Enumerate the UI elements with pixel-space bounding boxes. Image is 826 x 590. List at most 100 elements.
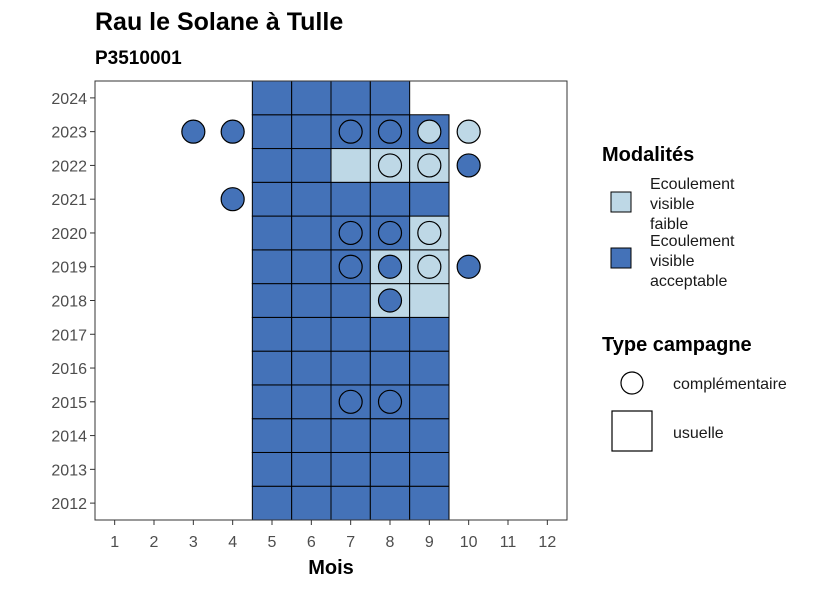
- tile-2015-9: [409, 384, 450, 420]
- tile-2018-9: [409, 283, 450, 318]
- y-tick-label-2017: 2017: [51, 327, 87, 344]
- x-axis-label: Mois: [308, 557, 354, 579]
- y-tick-label-2018: 2018: [51, 294, 87, 311]
- y-tick-label-2012: 2012: [51, 496, 87, 513]
- point-2020-7: [338, 220, 363, 246]
- tile-2016-9: [409, 350, 450, 386]
- legend-modalites: Modalités Ecoulement visible faible Ecou…: [602, 144, 739, 290]
- y-tick-label-2015: 2015: [51, 395, 87, 412]
- y-tick-label-2016: 2016: [51, 361, 87, 378]
- tile-2021-9: [409, 181, 450, 217]
- legend-label-acceptable-line3: acceptable: [650, 273, 727, 290]
- x-tick-label-2: 2: [150, 534, 159, 551]
- tile-2020-5: [251, 215, 293, 251]
- tile-2021-8: [369, 181, 411, 217]
- point-2023-8: [377, 119, 403, 144]
- point-2023-10: [456, 119, 481, 144]
- y-tick-label-2020: 2020: [51, 226, 87, 243]
- tile-2016-5: [251, 350, 293, 386]
- legend-label-faible-line2: visible: [650, 196, 695, 213]
- point-2018-8: [377, 288, 403, 313]
- tile-2015-6: [291, 384, 332, 420]
- y-tick-label-2019: 2019: [51, 260, 87, 277]
- tile-2014-9: [409, 418, 450, 453]
- tile-2015-5: [251, 384, 293, 420]
- point-2019-7: [338, 254, 363, 279]
- tile-2018-7: [330, 283, 371, 318]
- tile-2018-6: [291, 283, 332, 318]
- tile-2017-5: [251, 316, 293, 352]
- tile-2019-5: [251, 249, 293, 285]
- x-tick-label-1: 1: [110, 534, 119, 551]
- legend-label-faible-line1: Ecoulement: [650, 176, 735, 193]
- tile-2017-9: [409, 316, 450, 352]
- y-tick-label-2013: 2013: [51, 462, 87, 479]
- point-2019-9: [417, 254, 442, 279]
- legend-label-complementaire: complémentaire: [673, 376, 787, 393]
- tile-2012-8: [369, 485, 411, 521]
- tile-2016-8: [369, 350, 411, 386]
- usuelle-tiles: [251, 80, 450, 521]
- y-tick-label-2022: 2022: [51, 158, 87, 175]
- tile-2014-7: [330, 418, 371, 453]
- tile-2024-7: [330, 80, 371, 116]
- tile-2012-7: [330, 485, 371, 521]
- legend-type-campagne: Type campagne complémentaire usuelle: [602, 334, 787, 452]
- y-tick-label-2024: 2024: [51, 91, 87, 108]
- y-axis: 2012 2013 2014 2015 2016 2017 2018 2019 2020 2021…: [51, 91, 95, 513]
- tile-2012-6: [291, 485, 332, 521]
- tile-2014-5: [251, 418, 293, 453]
- point-2015-7: [338, 389, 363, 414]
- legend-swatch-faible: [610, 191, 632, 213]
- complementaire-points: [181, 119, 481, 414]
- legend-swatch-acceptable: [610, 247, 632, 269]
- tile-2017-7: [330, 316, 371, 352]
- y-tick-label-2023: 2023: [51, 125, 87, 142]
- point-2019-10: [456, 254, 481, 279]
- tile-2022-6: [291, 148, 332, 183]
- tile-2020-6: [291, 215, 332, 251]
- tile-2017-8: [369, 316, 411, 352]
- point-2022-8: [377, 153, 403, 178]
- point-2023-3: [181, 119, 206, 144]
- x-tick-label-5: 5: [268, 534, 277, 551]
- tile-2021-7: [330, 181, 371, 217]
- tile-2014-6: [291, 418, 332, 453]
- tile-2013-9: [409, 451, 450, 487]
- tile-2022-7: [330, 148, 371, 183]
- legend-symbol-complementaire: [620, 371, 644, 395]
- point-2023-4: [220, 119, 245, 144]
- legend-label-faible: Ecoulement visible faible: [650, 176, 739, 233]
- x-tick-label-3: 3: [189, 534, 198, 551]
- y-tick-label-2014: 2014: [51, 429, 87, 446]
- point-2023-9: [417, 119, 442, 144]
- point-2019-8: [377, 254, 403, 279]
- x-tick-label-6: 6: [307, 534, 316, 551]
- tile-2021-6: [291, 181, 332, 217]
- legend-label-usuelle: usuelle: [673, 425, 724, 442]
- y-tick-label-2021: 2021: [51, 192, 87, 209]
- point-2022-10: [456, 153, 481, 178]
- legend-type-title: Type campagne: [602, 334, 752, 356]
- tile-2016-7: [330, 350, 371, 386]
- point-2023-7: [338, 119, 363, 144]
- point-2015-8: [377, 389, 403, 414]
- point-2020-9: [417, 220, 442, 246]
- tile-2012-5: [251, 485, 293, 521]
- legend-modalites-title: Modalités: [602, 144, 694, 166]
- x-tick-label-10: 10: [460, 534, 478, 551]
- tile-2023-5: [251, 114, 293, 150]
- legend-label-acceptable: Ecoulement visible acceptable: [650, 233, 739, 290]
- tile-2021-5: [251, 181, 293, 217]
- tile-2024-8: [369, 80, 411, 116]
- x-tick-label-4: 4: [228, 534, 237, 551]
- point-2021-4: [220, 187, 245, 212]
- tile-2013-6: [291, 451, 332, 487]
- tile-2012-9: [409, 485, 450, 521]
- tile-2013-8: [369, 451, 411, 487]
- tile-2024-6: [291, 80, 332, 116]
- tile-2024-5: [251, 80, 293, 116]
- legend-label-faible-line3: faible: [650, 216, 688, 233]
- legend-label-acceptable-line1: Ecoulement: [650, 233, 735, 250]
